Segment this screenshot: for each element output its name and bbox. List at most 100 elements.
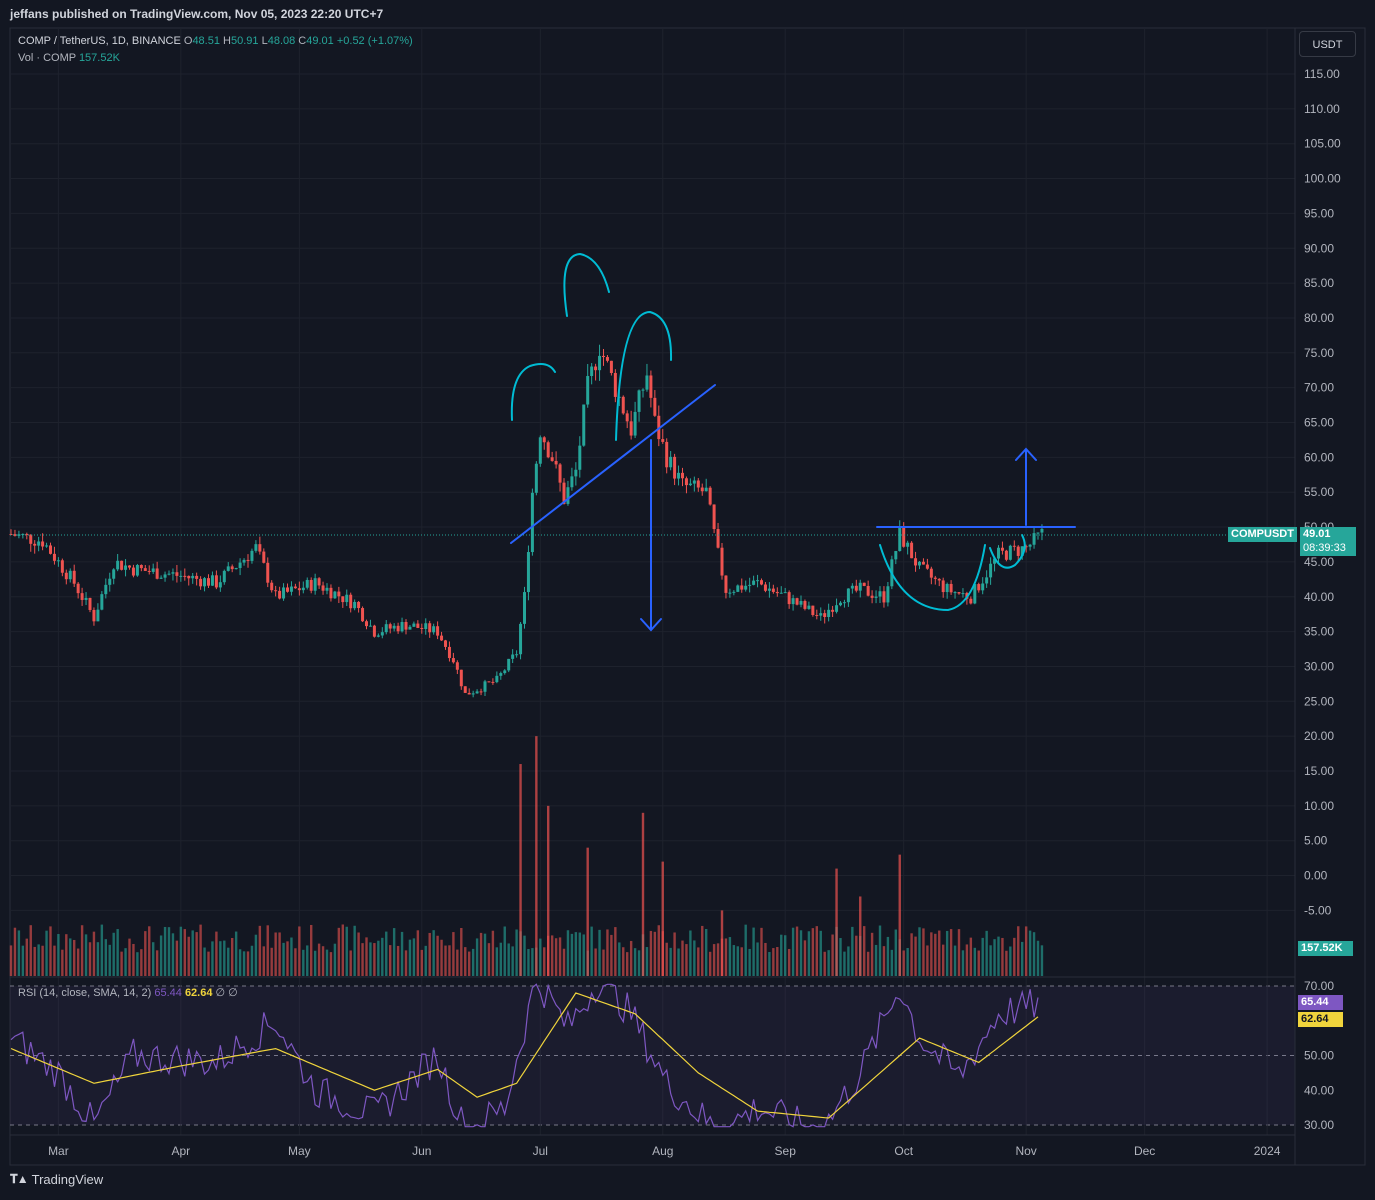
volume-legend: Vol · COMP 157.52K (18, 52, 120, 64)
volume-bar (918, 927, 921, 976)
tradingview-logo-icon: 𝐓▲ (10, 1172, 29, 1186)
price-tick-label: 60.00 (1304, 450, 1334, 464)
footer-brand[interactable]: TradingView (31, 1172, 104, 1187)
candle-body (748, 584, 752, 586)
candle-body (681, 472, 684, 479)
candle-body (993, 558, 997, 564)
open-value: 48.51 (192, 35, 220, 47)
volume-bar (385, 931, 388, 976)
candle-body (937, 578, 941, 581)
volume-bar (902, 950, 905, 976)
volume-bar (764, 942, 767, 976)
volume-bar (211, 941, 214, 976)
candle-body (436, 626, 440, 636)
rsi-sma-tag: 62.64 (1298, 1012, 1343, 1027)
candle-body (1028, 544, 1032, 547)
volume-bar (310, 924, 313, 976)
candle-body (159, 577, 163, 579)
candle-body (933, 577, 937, 579)
volume-bar (57, 934, 60, 976)
candle-body (21, 533, 25, 535)
close-label: C (298, 35, 307, 47)
volume-bar (278, 932, 281, 976)
candle-body (210, 575, 214, 586)
candle-body (696, 480, 700, 488)
candle-body (538, 437, 542, 464)
time-tick-label: Aug (652, 1144, 673, 1158)
neckline-drawing (510, 384, 716, 544)
candle-body (463, 686, 467, 693)
candle-body (1020, 546, 1024, 556)
price-tick-label: 115.00 (1304, 67, 1340, 81)
volume-bar (203, 947, 206, 976)
volume-bar (270, 947, 273, 976)
price-tick-label: 110.00 (1304, 102, 1340, 116)
candle-body (677, 472, 681, 479)
candle-body (740, 585, 744, 590)
candle-body (155, 568, 159, 579)
rsi-legend: RSI (14, close, SMA, 14, 2) 65.44 62.64 … (18, 986, 238, 999)
candle-body (203, 578, 207, 587)
volume-spike-bar (661, 861, 664, 976)
candle-body (839, 602, 842, 606)
candle-body (499, 673, 503, 676)
volume-bar (159, 935, 163, 976)
volume-bar (823, 951, 826, 976)
candle-body (574, 469, 578, 477)
volume-bar (53, 945, 56, 976)
candle-body (807, 605, 811, 609)
candle-body (712, 504, 716, 530)
candle-body (447, 646, 451, 659)
volume-bar (811, 928, 815, 976)
volume-bar (882, 946, 886, 976)
volume-bar (855, 935, 858, 976)
head-drawing (563, 252, 610, 317)
candle-body (412, 623, 416, 627)
candle-body (653, 397, 657, 416)
volume-bar (49, 926, 52, 976)
volume-bar (827, 950, 830, 976)
candle-body (613, 372, 617, 397)
volume-bar (29, 925, 32, 976)
volume-bar (1021, 941, 1024, 976)
candle-body (511, 654, 515, 659)
volume-bar (740, 947, 743, 976)
time-tick-label: Dec (1134, 1144, 1155, 1158)
candle-body (526, 552, 530, 593)
volume-bar (1013, 937, 1016, 976)
candle-body (33, 543, 37, 546)
volume-bar (610, 934, 613, 976)
candle-body (218, 582, 222, 588)
candle-body (41, 541, 45, 547)
volume-bar (539, 938, 542, 976)
candle-body (925, 564, 929, 569)
candle-body (783, 592, 787, 594)
volume-bar (815, 926, 818, 976)
candle-body (736, 585, 740, 592)
volume-bar (819, 930, 822, 976)
candle-body (131, 567, 135, 576)
candle-body (894, 551, 898, 560)
candle-body (914, 558, 918, 566)
rsi-tick-label: 70.00 (1304, 979, 1334, 993)
volume-bar (108, 944, 111, 976)
candle-body (92, 609, 96, 622)
volume-bar (306, 945, 309, 976)
low-label: L (261, 35, 268, 47)
candle-body (309, 579, 313, 591)
price-tick-label: 75.00 (1304, 346, 1334, 360)
chart-grid (10, 28, 1295, 1135)
volume-bar (649, 930, 653, 976)
volume-bar (163, 926, 167, 976)
volume-bar (938, 930, 941, 976)
volume-spike-bar (547, 805, 550, 976)
candle-body (266, 562, 270, 583)
currency-button[interactable]: USDT (1299, 31, 1356, 57)
right-shoulder-drawing (615, 310, 673, 441)
candle-body (467, 692, 471, 695)
candle-body (985, 577, 989, 584)
volume-bar (795, 926, 799, 976)
candle-body (700, 487, 704, 492)
volume-bar (13, 927, 17, 976)
